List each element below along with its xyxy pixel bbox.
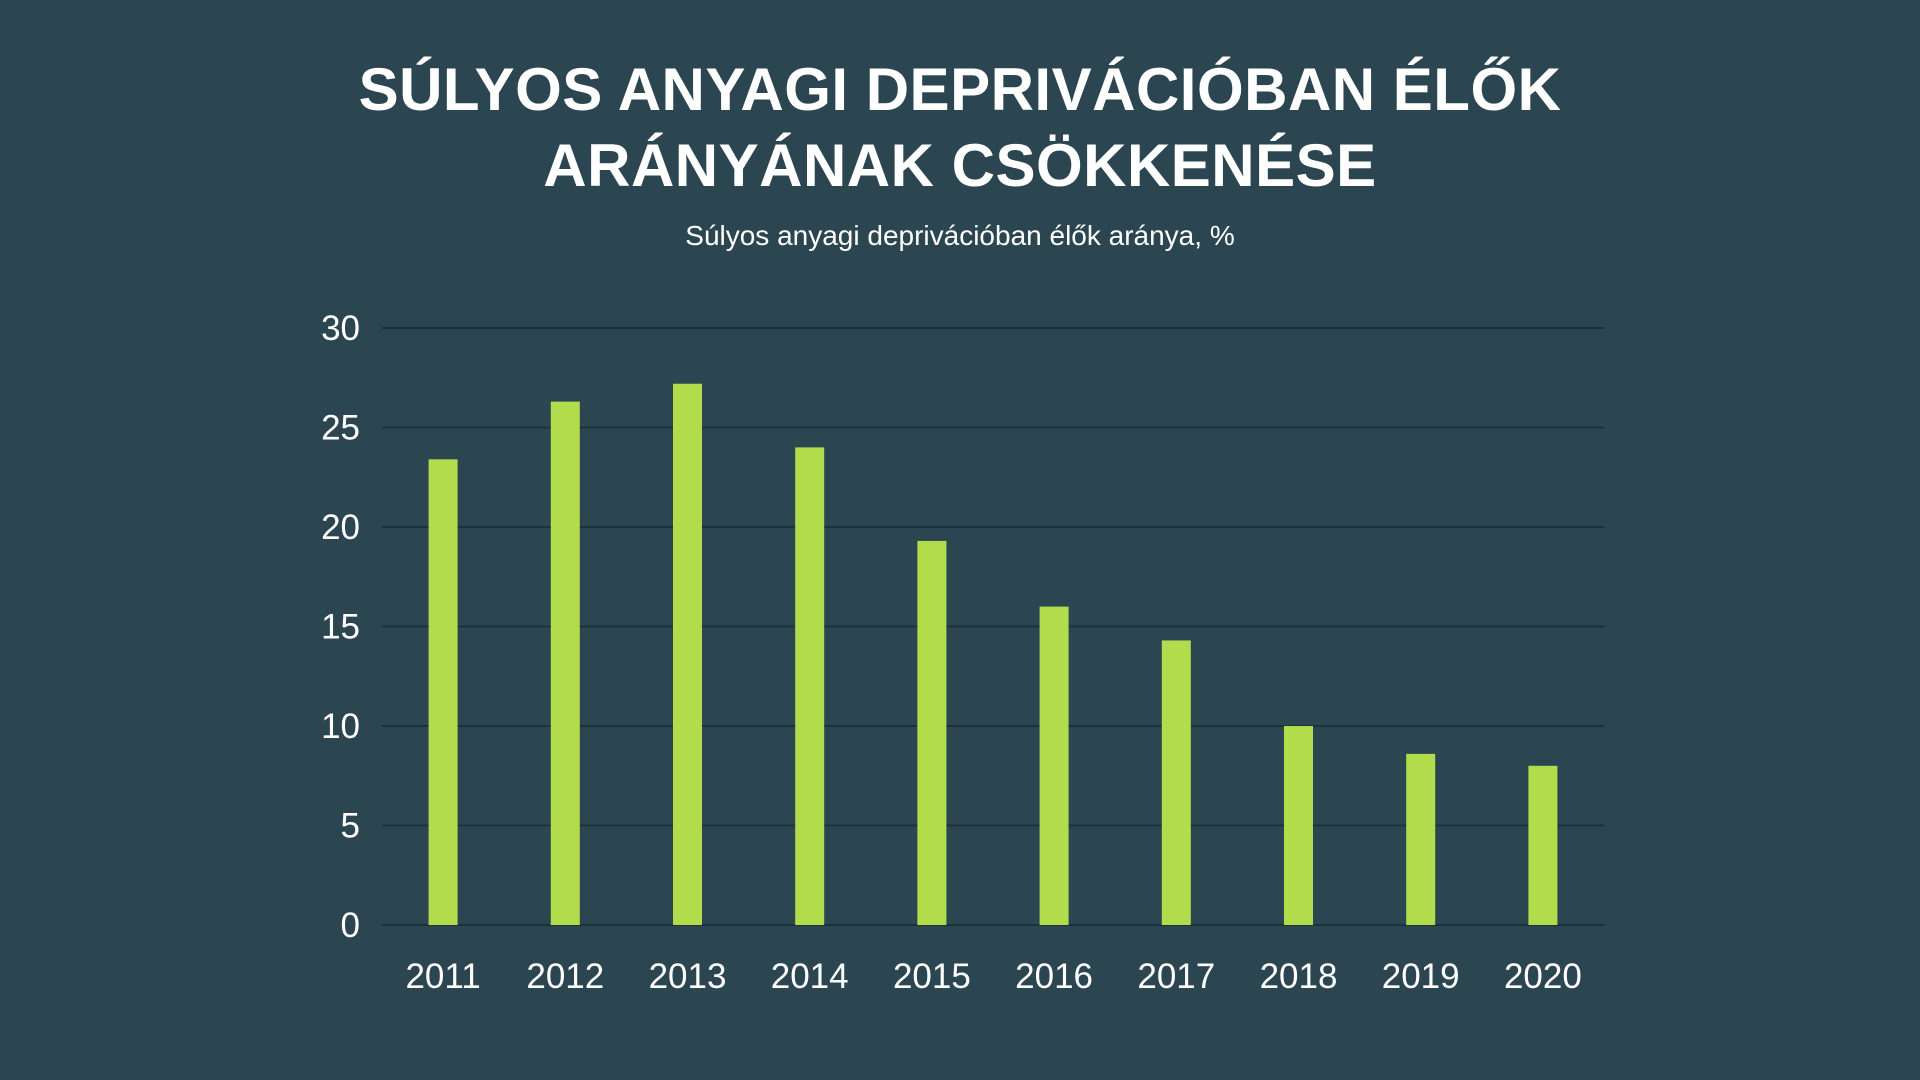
y-tick-label: 10 (321, 707, 360, 746)
chart-title-line-2: ARÁNYÁNAK CSÖKKENÉSE (543, 132, 1377, 199)
bar-2018 (1284, 726, 1313, 925)
chart-title: SÚLYOS ANYAGI DEPRIVÁCIÓBAN ÉLŐK ARÁNYÁN… (0, 52, 1920, 204)
x-tick-label: 2012 (526, 957, 604, 996)
y-tick-label: 25 (321, 409, 360, 448)
bars (428, 383, 1558, 926)
bar-2020 (1528, 765, 1558, 925)
x-tick-label: 2017 (1137, 957, 1215, 996)
x-tick-label: 2016 (1015, 957, 1093, 996)
x-tick-label: 2020 (1504, 957, 1582, 996)
x-tick-label: 2014 (771, 957, 849, 996)
x-tick-label: 2013 (649, 957, 727, 996)
y-tick-label: 0 (341, 906, 360, 945)
y-tick-label: 30 (321, 309, 360, 348)
bar-2012 (550, 401, 580, 925)
x-tick-label: 2011 (405, 957, 480, 996)
x-axis-tick-labels: 2011 2012 2013 2014 2015 2016 2017 2018 2019 2020 (405, 957, 1581, 996)
chart-subtitle: Súlyos anyagi deprivációban élők aránya,… (685, 220, 1235, 251)
y-tick-label: 20 (321, 508, 360, 547)
x-tick-label: 2019 (1382, 957, 1460, 996)
bar-2017 (1161, 640, 1191, 925)
bar-2014 (795, 447, 825, 925)
x-tick-label: 2018 (1260, 957, 1338, 996)
y-tick-label: 5 (341, 807, 360, 846)
bar-2015 (917, 540, 947, 925)
gridlines (382, 327, 1604, 926)
chart-title-line-1: SÚLYOS ANYAGI DEPRIVÁCIÓBAN ÉLŐK (358, 56, 1562, 123)
y-axis-tick-labels: 0 5 10 15 20 25 30 (321, 309, 360, 945)
bar-2016 (1039, 606, 1069, 925)
bar-2019 (1406, 753, 1436, 925)
bar-2013 (673, 383, 702, 926)
bar-2011 (428, 459, 458, 925)
x-tick-label: 2015 (893, 957, 971, 996)
y-tick-label: 15 (321, 608, 360, 647)
